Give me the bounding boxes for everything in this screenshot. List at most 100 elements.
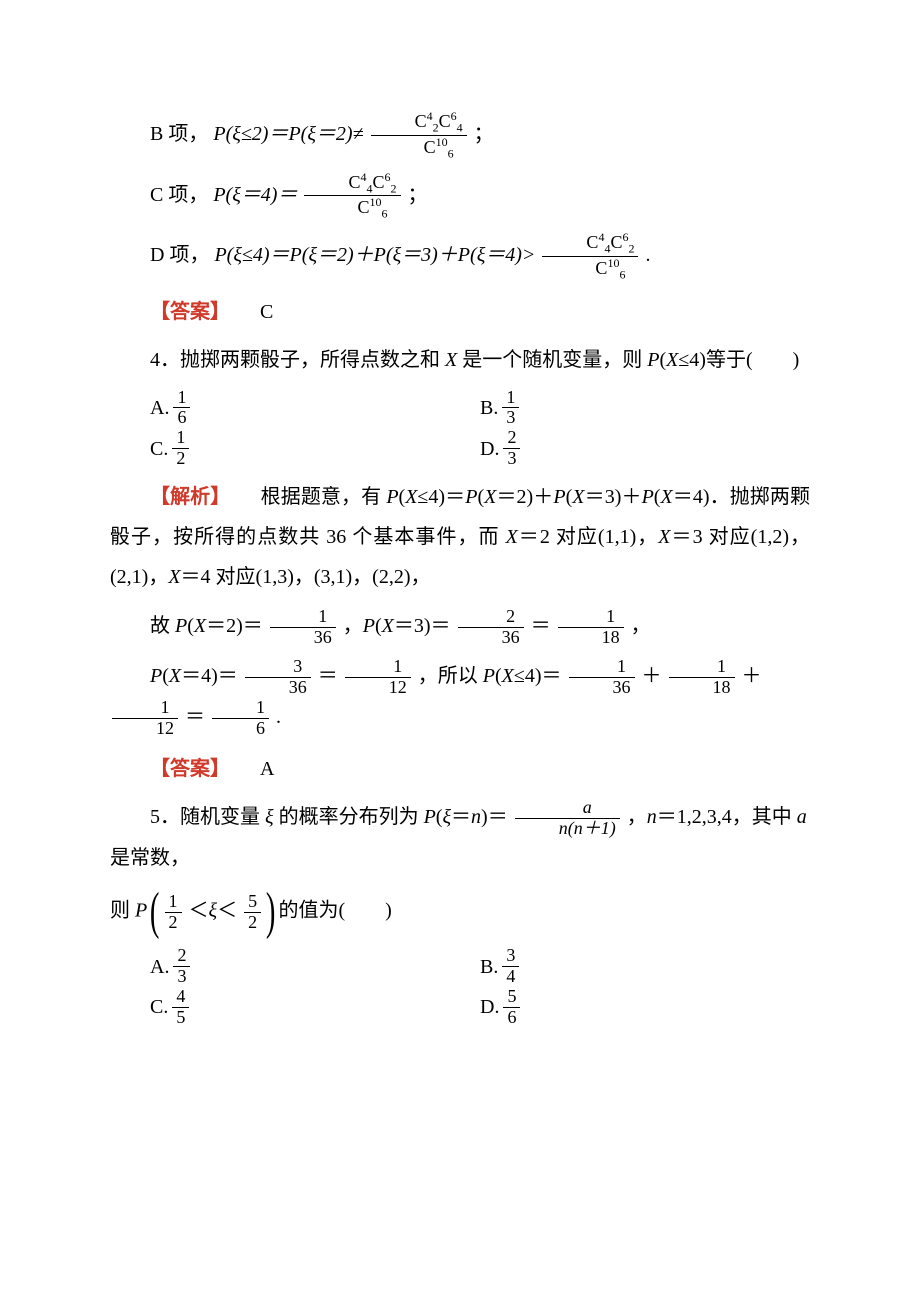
choice-label: B. [480, 388, 498, 428]
item-d-frac: C44C62 C106 [542, 231, 638, 282]
frac-num: 1 [172, 428, 189, 448]
eq-text: ＝ [531, 615, 551, 637]
left-paren-icon: ( [150, 886, 160, 938]
choice-frac: 2 3 [173, 946, 190, 987]
frac-num: C42C64 [371, 110, 467, 135]
frac-num: C44C62 [304, 171, 400, 196]
frac-den: 36 [569, 677, 635, 698]
item-b-tail: ； [474, 123, 494, 145]
frac-den: C106 [371, 135, 467, 161]
choice-frac: 5 6 [503, 987, 520, 1028]
answer-label: 【答案】 [150, 301, 230, 323]
eq-text: ， [631, 615, 651, 637]
frac-num: 1 [502, 388, 519, 408]
q4-stem-text: 抛掷两颗骰子，所得点数之和 X 是一个随机变量，则 P(X≤4)等于( ) [180, 349, 799, 371]
frac-den: C106 [304, 195, 400, 221]
frac-den: 12 [112, 718, 178, 739]
choice-frac: 4 5 [172, 987, 189, 1028]
item-c-line: C 项， P(ξ＝4)＝ C44C62 C106 ； [110, 171, 810, 222]
eq-text: ，P(X＝3)＝ [343, 615, 451, 637]
eq-text: ＝ [185, 706, 205, 728]
q5-cond-mid: ＜ξ＜ [189, 900, 238, 922]
frac-3-36: 3 36 [245, 657, 311, 698]
q4-solution-p1: 【解析】 根据题意，有 P(X≤4)＝P(X＝2)＋P(X＝3)＋P(X＝4)．… [110, 477, 810, 597]
frac-1-12: 1 12 [345, 657, 411, 698]
frac-den: 3 [173, 966, 190, 987]
frac-num: 2 [173, 946, 190, 966]
item-d-line: D 项， P(ξ≤4)＝P(ξ＝2)＋P(ξ＝3)＋P(ξ＝4)> C44C62… [110, 231, 810, 282]
frac-den: 12 [345, 677, 411, 698]
frac-den: C106 [542, 256, 638, 282]
choice-frac: 1 3 [502, 388, 519, 429]
frac-num: a [515, 798, 620, 818]
q4-number: 4． [150, 349, 180, 371]
eq-text: ，所以 P(X≤4)＝ [418, 665, 562, 687]
frac-num: 1 [112, 698, 178, 718]
answer-3-value: C [260, 301, 273, 323]
choice-frac: 2 3 [503, 428, 520, 469]
answer-4: 【答案】 A [110, 749, 810, 789]
choice-label: C. [150, 987, 168, 1027]
q5-choice-b: B. 3 4 [480, 946, 810, 987]
frac-den: 6 [212, 718, 269, 739]
q5-choice-c: C. 4 5 [150, 987, 480, 1028]
q5-cond-f1: 1 2 [165, 892, 182, 933]
item-b-frac: C42C64 C106 [371, 110, 467, 161]
q4-choice-d: D. 2 3 [480, 428, 810, 469]
q5-choice-a: A. 2 3 [150, 946, 480, 987]
solution-label: 【解析】 [150, 486, 230, 508]
q4-choice-b: B. 1 3 [480, 388, 810, 429]
answer-label: 【答案】 [150, 758, 230, 780]
frac-1-36: 1 36 [270, 607, 336, 648]
item-c-expr: P(ξ＝4)＝ [213, 183, 302, 205]
choice-label: D. [480, 987, 499, 1027]
choice-frac: 1 6 [173, 388, 190, 429]
q4-sol-eq1: 故 P(X＝2)＝ 1 36 ，P(X＝3)＝ 2 36 ＝ 1 18 ， [110, 607, 810, 648]
q5-number: 5． [150, 806, 180, 828]
item-d-tail: . [645, 244, 650, 266]
frac-den: 3 [502, 407, 519, 428]
eq-text: ＋ [642, 665, 662, 687]
frac-den: 36 [270, 627, 336, 648]
item-b-expr: P(ξ≤2)＝P(ξ＝2)≠ [213, 123, 368, 145]
choice-label: B. [480, 947, 498, 987]
frac-num: 1 [345, 657, 411, 677]
q4-choice-a: A. 1 6 [150, 388, 480, 429]
frac-num: 1 [569, 657, 635, 677]
frac-den: 36 [458, 627, 524, 648]
q5-choices: A. 2 3 B. 3 4 C. 4 5 D. 5 6 [150, 946, 810, 1027]
eq-text: P(X＝4)＝ [150, 665, 238, 687]
frac-num: 2 [503, 428, 520, 448]
frac-den: n(n＋1) [515, 818, 620, 839]
frac-den: 2 [165, 912, 182, 933]
eq-text: . [276, 706, 281, 728]
answer-4-value: A [260, 758, 274, 780]
item-d-expr: P(ξ≤4)＝P(ξ＝2)＋P(ξ＝3)＋P(ξ＝4)> [214, 244, 540, 266]
frac-den: 6 [173, 407, 190, 428]
frac-num: 2 [458, 607, 524, 627]
item-c-tail: ； [408, 183, 428, 205]
frac-num: 1 [165, 892, 182, 912]
eq-text: ＝ [318, 665, 338, 687]
eq-text: ＋ [742, 665, 762, 687]
frac-1-18b: 1 18 [669, 657, 735, 698]
frac-1-12b: 1 12 [112, 698, 178, 739]
q5-line2-post: 的值为( ) [278, 900, 391, 922]
frac-num: 5 [244, 892, 261, 912]
q5-stem-line2: 则 P ( 1 2 ＜ξ＜ 5 2 ) 的值为( ) [110, 886, 810, 938]
q4-stem: 4．抛掷两颗骰子，所得点数之和 X 是一个随机变量，则 P(X≤4)等于( ) [110, 340, 810, 380]
q5-stem-frac: a n(n＋1) [515, 798, 620, 839]
choice-label: D. [480, 429, 499, 469]
frac-num: 1 [270, 607, 336, 627]
eq-text: 故 P(X＝2)＝ [150, 615, 263, 637]
frac-den: 36 [245, 677, 311, 698]
frac-den: 6 [503, 1007, 520, 1028]
frac-den: 5 [172, 1007, 189, 1028]
choice-label: A. [150, 388, 169, 428]
item-b-prefix: B 项， [150, 123, 208, 145]
frac-den: 18 [669, 677, 735, 698]
choice-label: C. [150, 429, 168, 469]
q5-cond-f2: 5 2 [244, 892, 261, 933]
frac-den: 2 [244, 912, 261, 933]
frac-2-36: 2 36 [458, 607, 524, 648]
